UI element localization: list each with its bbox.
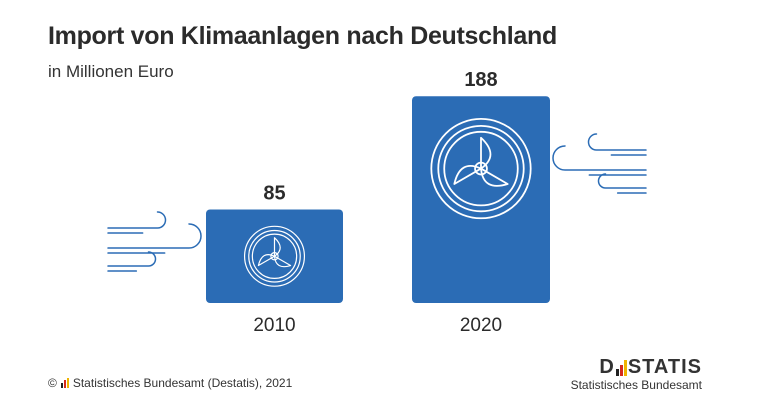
value-label-2010: 85 bbox=[263, 183, 285, 205]
wind-icon bbox=[107, 211, 202, 272]
fan-icon bbox=[430, 118, 532, 220]
fan-icon bbox=[243, 225, 306, 287]
logo-bars-icon bbox=[615, 360, 627, 376]
wind-icon bbox=[552, 133, 647, 194]
category-label-2010: 2010 bbox=[253, 315, 295, 336]
logo-letter-d: D bbox=[599, 356, 615, 378]
bar-2020 bbox=[412, 96, 550, 303]
chart-subtitle: in Millionen Euro bbox=[48, 62, 174, 81]
logo-subtitle: Statistisches Bundesamt bbox=[570, 378, 702, 392]
destatis-bars-icon bbox=[60, 378, 69, 388]
value-label-2020: 188 bbox=[464, 69, 497, 91]
copyright-symbol: © bbox=[48, 376, 57, 390]
logo-word-statis: STATIS bbox=[627, 356, 702, 378]
destatis-logo: D STATIS Statistisches Bundesamt bbox=[571, 356, 702, 392]
source-footer: © Statistisches Bundesamt (Destatis), 20… bbox=[48, 376, 292, 390]
chart-title: Import von Klimaanlagen nach Deutschland bbox=[48, 22, 557, 50]
source-text: Statistisches Bundesamt (Destatis), 2021 bbox=[72, 376, 293, 390]
category-label-2020: 2020 bbox=[460, 315, 502, 336]
